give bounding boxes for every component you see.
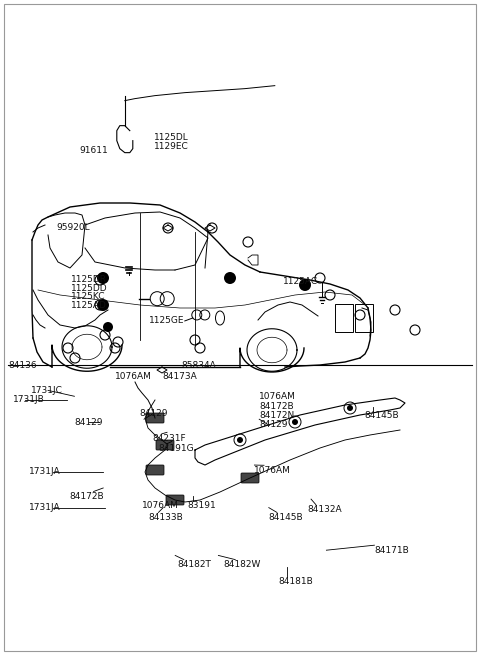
Text: 84182W: 84182W — [223, 560, 261, 569]
Text: 84132A: 84132A — [307, 505, 342, 514]
Text: 84181B: 84181B — [278, 577, 313, 586]
Bar — [335, 304, 353, 332]
Text: 1731JA: 1731JA — [29, 467, 60, 476]
Circle shape — [347, 405, 353, 411]
Bar — [355, 304, 373, 332]
Text: 84173A: 84173A — [162, 372, 197, 381]
FancyBboxPatch shape — [146, 465, 164, 475]
Text: 1125GE: 1125GE — [149, 316, 184, 326]
FancyBboxPatch shape — [241, 473, 259, 483]
Circle shape — [224, 272, 236, 284]
Text: 1731JA: 1731JA — [29, 503, 60, 512]
Text: 1125KC: 1125KC — [71, 292, 106, 301]
Text: 84129: 84129 — [74, 418, 103, 427]
Text: 84231F: 84231F — [153, 434, 186, 443]
Circle shape — [97, 272, 109, 284]
Text: 84136: 84136 — [9, 361, 37, 370]
Circle shape — [292, 419, 298, 425]
Text: 84191G: 84191G — [158, 444, 194, 453]
Text: 1076AM: 1076AM — [142, 501, 179, 510]
Text: 95920L: 95920L — [57, 223, 90, 233]
Text: 1731JC: 1731JC — [31, 386, 63, 395]
Circle shape — [103, 322, 113, 332]
Text: 1125AC: 1125AC — [283, 277, 318, 286]
FancyBboxPatch shape — [166, 495, 184, 505]
Text: 85834A: 85834A — [181, 361, 216, 370]
Text: 84172B: 84172B — [259, 402, 294, 411]
Text: 84145B: 84145B — [269, 513, 303, 522]
Text: 1076AM: 1076AM — [254, 466, 291, 475]
Text: 1076AM: 1076AM — [115, 372, 152, 381]
Text: 83191: 83191 — [187, 501, 216, 510]
Text: 1125DD: 1125DD — [71, 284, 108, 293]
Text: 84172N: 84172N — [259, 411, 294, 420]
Text: 84182T: 84182T — [178, 560, 212, 569]
Circle shape — [299, 279, 311, 291]
Text: 1076AM: 1076AM — [259, 392, 296, 402]
Text: 84172B: 84172B — [70, 492, 104, 501]
Circle shape — [97, 299, 109, 311]
Text: 1731JB: 1731JB — [13, 395, 45, 404]
Text: 91611: 91611 — [79, 146, 108, 155]
Text: 1125AD: 1125AD — [71, 301, 107, 310]
Text: 84171B: 84171B — [374, 546, 409, 555]
Text: 84129: 84129 — [259, 420, 288, 429]
FancyBboxPatch shape — [156, 440, 174, 450]
Text: 1125DR: 1125DR — [71, 275, 107, 284]
Text: 84129: 84129 — [139, 409, 168, 419]
Text: 1125DL: 1125DL — [154, 133, 188, 142]
FancyBboxPatch shape — [146, 413, 164, 423]
Circle shape — [237, 437, 243, 443]
Text: 84145B: 84145B — [365, 411, 399, 421]
Text: 84133B: 84133B — [149, 513, 183, 522]
Text: 1129EC: 1129EC — [154, 141, 188, 151]
